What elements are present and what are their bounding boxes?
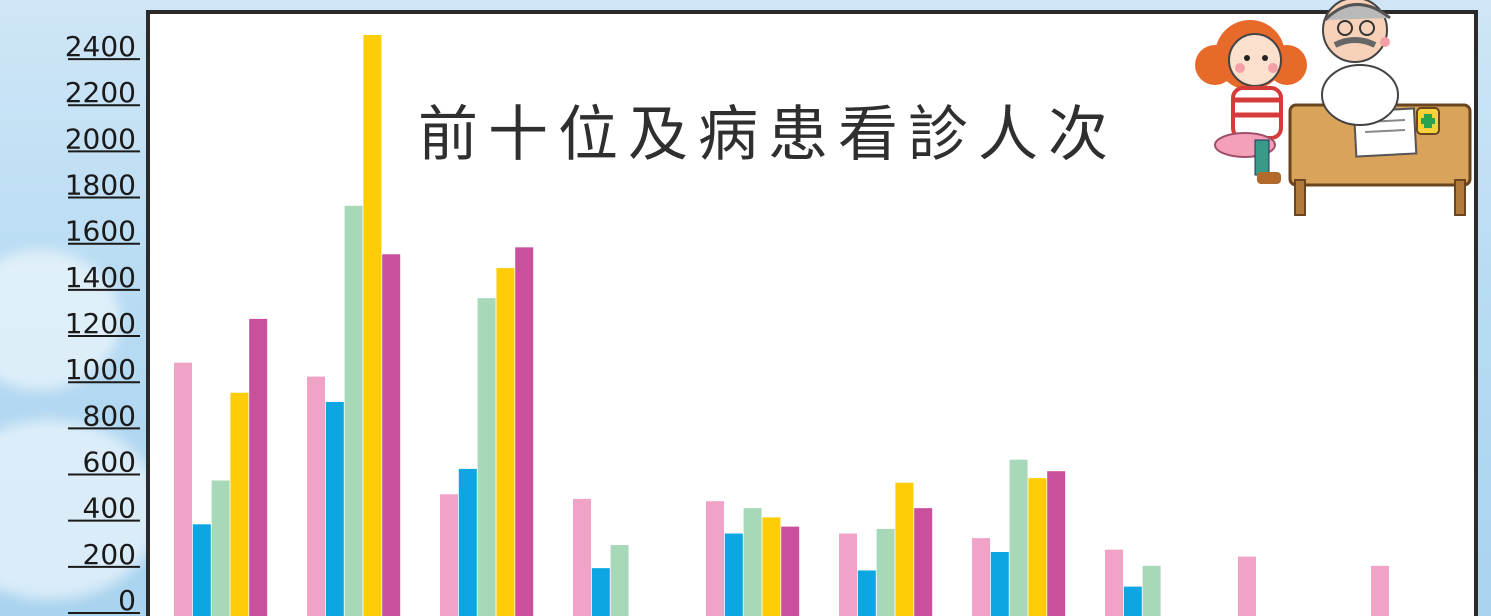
bar xyxy=(1047,471,1066,616)
bar xyxy=(230,392,249,616)
bar xyxy=(1142,565,1161,616)
y-tick-label: 200 xyxy=(83,538,136,571)
y-tick-label: 2000 xyxy=(65,122,136,155)
bar xyxy=(914,508,933,616)
bar xyxy=(382,254,401,616)
bar xyxy=(458,468,477,616)
bar xyxy=(706,501,724,616)
bar xyxy=(307,376,325,616)
bar xyxy=(724,533,743,616)
bar xyxy=(781,526,800,616)
bars xyxy=(174,35,1389,616)
bar xyxy=(192,524,211,616)
bar xyxy=(363,35,382,616)
bar xyxy=(211,480,230,616)
y-tick-label: 2400 xyxy=(65,30,136,63)
bar xyxy=(1009,459,1028,616)
bar xyxy=(174,362,192,616)
bar xyxy=(1238,556,1256,616)
bar xyxy=(249,318,268,616)
bar xyxy=(857,570,876,616)
bar xyxy=(990,551,1009,616)
doctor-child-illustration xyxy=(1195,0,1472,216)
y-tick-label: 0 xyxy=(118,584,136,616)
bar xyxy=(496,268,515,616)
y-axis: 0 200 400 600 800 1000 1200 1400 1600 1800 2000 220… xyxy=(65,30,140,616)
bar xyxy=(573,498,591,616)
chart-title: 前十位及病患看診人次 xyxy=(418,100,1118,170)
bar xyxy=(839,533,857,616)
bar xyxy=(610,545,629,616)
bar xyxy=(344,205,363,616)
y-tick-label: 1000 xyxy=(65,353,136,386)
bar xyxy=(325,401,344,616)
y-tick-label: 400 xyxy=(83,492,136,525)
y-tick-label: 1400 xyxy=(65,261,136,294)
bar xyxy=(1105,549,1123,616)
bar xyxy=(440,494,458,616)
bar xyxy=(591,568,610,616)
bar xyxy=(972,538,990,616)
y-tick-label: 2200 xyxy=(65,76,136,109)
y-tick-label: 600 xyxy=(83,446,136,479)
bar xyxy=(895,482,914,616)
bar xyxy=(477,298,496,616)
bar xyxy=(876,528,895,616)
bar xyxy=(1028,478,1047,616)
bar xyxy=(743,508,762,616)
bar xyxy=(762,517,781,616)
y-tick-label: 1200 xyxy=(65,307,136,340)
y-tick-label: 800 xyxy=(83,399,136,432)
y-tick-label: 1600 xyxy=(65,215,136,248)
bar xyxy=(1371,565,1389,616)
y-tick-label: 1800 xyxy=(65,169,136,202)
bar xyxy=(1123,586,1142,616)
bar xyxy=(515,247,534,616)
